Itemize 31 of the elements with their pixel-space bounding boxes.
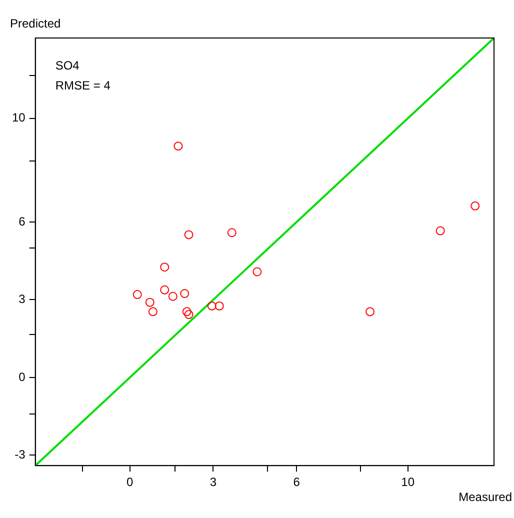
x-tick-label: 3 (210, 475, 217, 490)
point (180, 289, 190, 298)
point (214, 301, 224, 310)
point (145, 298, 154, 307)
point (184, 230, 194, 240)
annotation: RMSE = 4 (55, 78, 111, 92)
y-tick-label: -3 (14, 448, 26, 462)
point (160, 262, 170, 272)
point (470, 201, 480, 210)
point (366, 307, 375, 316)
y-tick-label: 10 (12, 110, 26, 125)
point (184, 310, 194, 320)
point (168, 292, 178, 301)
point (436, 226, 445, 236)
annotation: SO4 (55, 58, 80, 72)
x-tick-label: 10 (401, 475, 415, 490)
x-tick-label: 6 (293, 475, 300, 490)
y-axis-title: Predicted (10, 16, 61, 30)
point (132, 290, 142, 300)
y-tick-label: 6 (18, 214, 26, 228)
point (182, 307, 192, 316)
y-tick-label: 3 (18, 292, 26, 306)
x-axis-title: Measured (458, 490, 512, 504)
point (148, 307, 158, 316)
point (174, 142, 183, 151)
point (160, 285, 170, 294)
y-tick-label: 0 (18, 370, 26, 384)
point (227, 228, 236, 238)
point (207, 301, 216, 310)
point (252, 267, 262, 276)
x-tick-label: 0 (126, 475, 134, 490)
